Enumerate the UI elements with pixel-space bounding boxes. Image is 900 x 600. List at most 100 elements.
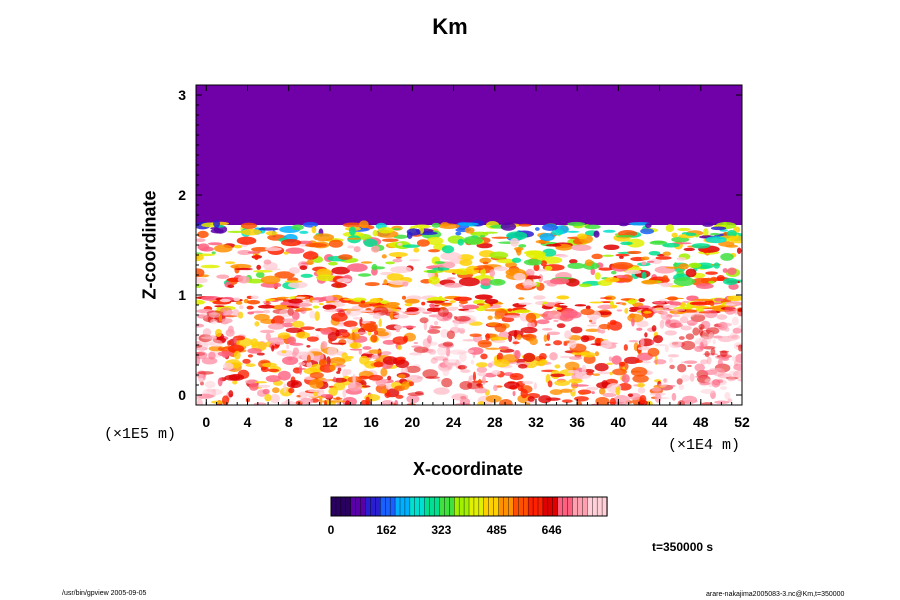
field-mark	[365, 396, 370, 405]
field-mark	[264, 268, 281, 271]
field-mark	[434, 302, 453, 305]
field-mark	[542, 223, 558, 231]
field-mark	[477, 401, 486, 405]
field-mark	[669, 301, 682, 306]
field-mark	[332, 376, 337, 383]
field-mark	[219, 307, 233, 317]
field-mark	[457, 327, 466, 334]
colorbar-cell	[562, 496, 569, 517]
field-mark	[686, 319, 698, 326]
field-mark	[306, 259, 314, 266]
field-mark	[608, 356, 613, 362]
field-mark	[678, 384, 685, 390]
field-mark	[213, 220, 220, 228]
field-mark	[358, 355, 370, 365]
field-mark	[525, 312, 537, 323]
field-mark	[654, 392, 662, 403]
field-mark	[714, 297, 724, 302]
field-mark	[689, 301, 710, 306]
field-mark	[442, 341, 454, 347]
field-mark	[602, 392, 617, 398]
field-mark	[307, 389, 325, 393]
field-mark	[658, 311, 669, 315]
field-mark	[342, 222, 363, 228]
field-mark	[442, 367, 450, 377]
field-mark	[342, 388, 347, 398]
field-mark	[257, 304, 275, 309]
field-mark	[380, 351, 392, 356]
field-mark	[409, 352, 422, 356]
colorbar-cell	[473, 496, 480, 517]
field-mark	[373, 359, 381, 362]
field-mark	[439, 309, 444, 313]
field-mark	[406, 312, 419, 315]
field-mark	[392, 258, 403, 263]
field-mark	[591, 253, 603, 260]
field-mark	[283, 383, 287, 393]
field-mark	[281, 238, 302, 247]
field-mark	[306, 361, 313, 368]
x-tick-label: 8	[285, 414, 293, 430]
field-mark	[713, 262, 720, 269]
field-mark	[630, 366, 648, 377]
field-mark	[455, 231, 462, 236]
field-mark	[680, 361, 698, 364]
field-mark	[700, 359, 709, 365]
field-mark	[580, 335, 590, 343]
field-mark	[426, 269, 437, 273]
field-mark	[737, 324, 742, 330]
field-mark	[395, 359, 410, 369]
field-mark	[253, 313, 270, 321]
field-mark	[719, 350, 728, 358]
field-mark	[245, 278, 265, 284]
x-tick-label: 52	[734, 414, 750, 430]
field-mark	[704, 309, 718, 319]
field-mark	[525, 250, 546, 259]
field-mark	[554, 303, 561, 307]
field-mark	[300, 326, 315, 331]
field-mark	[392, 336, 408, 345]
field-mark	[292, 347, 300, 355]
field-mark	[475, 362, 488, 368]
field-mark	[472, 371, 477, 382]
field-mark	[208, 335, 217, 341]
field-mark	[363, 238, 378, 248]
field-mark	[430, 357, 438, 364]
field-mark	[599, 297, 613, 299]
colorbar-cell	[518, 496, 524, 517]
field-mark	[209, 318, 218, 325]
field-mark	[598, 267, 614, 271]
field-mark	[371, 245, 380, 253]
field-mark	[459, 381, 473, 390]
field-mark	[641, 261, 647, 266]
colorbar-cell	[360, 496, 367, 517]
field-mark	[597, 326, 601, 334]
field-mark	[522, 380, 534, 385]
field-mark	[251, 310, 265, 314]
field-mark	[196, 253, 204, 262]
upper-uniform-region	[196, 85, 742, 225]
field-mark	[277, 370, 291, 381]
field-mark	[214, 305, 225, 308]
field-mark	[437, 379, 441, 382]
field-mark	[511, 257, 522, 263]
field-mark	[197, 373, 205, 383]
field-mark	[371, 263, 378, 271]
field-mark	[615, 235, 635, 238]
field-mark	[534, 227, 540, 231]
field-mark	[305, 242, 328, 248]
field-mark	[665, 224, 675, 233]
field-mark	[476, 242, 493, 249]
field-mark	[395, 394, 404, 399]
field-mark	[227, 340, 231, 346]
field-mark	[375, 378, 387, 387]
field-mark	[538, 395, 552, 404]
field-mark	[416, 376, 423, 379]
field-mark	[329, 364, 336, 371]
field-mark	[265, 375, 281, 383]
colorbar-frame	[330, 496, 608, 517]
field-mark	[256, 264, 262, 270]
field-mark	[523, 352, 536, 363]
field-mark	[602, 229, 616, 233]
field-mark	[349, 348, 363, 351]
